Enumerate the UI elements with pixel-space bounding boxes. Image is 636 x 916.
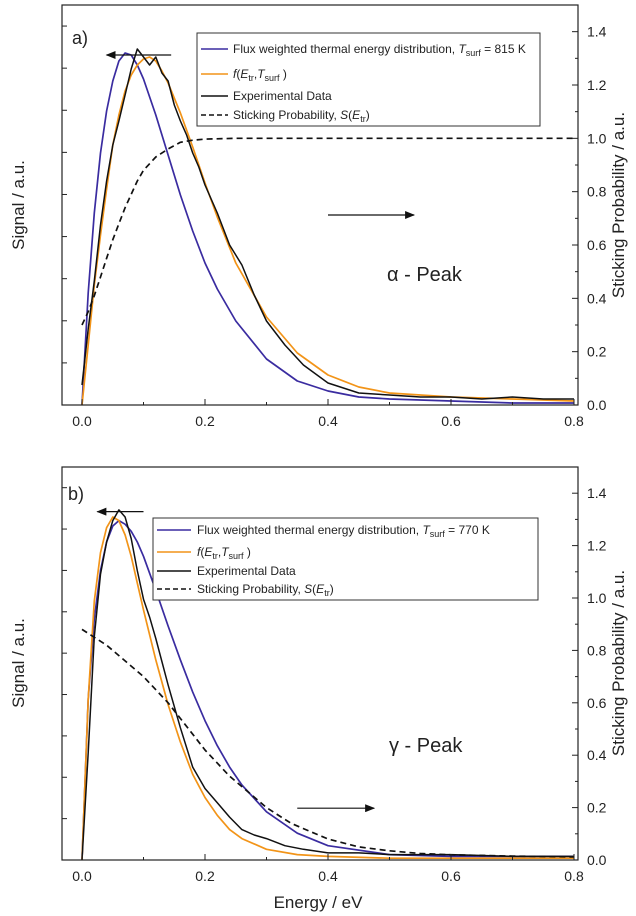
panel-b-ytick-right-label: 0.8: [587, 642, 607, 658]
panel-a-series-sticking: [81, 137, 574, 326]
panel-a-ticks: 0.0 0.2 0.4 0.6 0.80.00.20.40.60.81.01.21.4: [62, 4, 607, 429]
panel-a-xtick-label: 0.6: [441, 413, 461, 429]
panel-a-ylabel-right: Sticking Probability / a.u.: [609, 112, 628, 298]
panel-a-legend-sticking: Sticking Probability, S(Etr): [233, 108, 370, 124]
panel-a-legend: Flux weighted thermal energy distributio…: [196, 32, 541, 127]
panel-b-series-sticking: [81, 628, 575, 858]
panel-a-series-experimental: [81, 48, 574, 400]
panel-a-lines: [81, 48, 575, 406]
panel-b-label: b): [68, 484, 84, 504]
panel-b-ytick-right-label: 0.4: [587, 747, 607, 763]
panel-b-lines: [81, 507, 575, 861]
panel-b-xtick-label: 0.4: [318, 868, 338, 884]
panel-b-legend-fit: f(Etr,Tsurf ): [197, 545, 251, 561]
panel-a-series-flux: [81, 52, 574, 406]
panel-b-ylabel-left: Signal / a.u.: [9, 618, 28, 708]
panel-b-legend-flux: Flux weighted thermal energy distributio…: [197, 523, 490, 539]
panel-a-legend-box: [196, 32, 541, 127]
panel-b-ytick-right-label: 1.4: [587, 485, 607, 501]
panel-b-ytick-right-label: 1.2: [587, 538, 607, 554]
panel-a-ytick-right-label: 0.8: [587, 184, 607, 200]
panel-b-xtick-label: 0.8: [564, 868, 584, 884]
panel-b: 0.0 0.2 0.4 0.6 0.80.00.20.40.60.81.01.21.4 …: [9, 466, 628, 884]
panel-a-xtick-label: 0.8: [564, 413, 584, 429]
panel-a-ytick-right-label: 0.2: [587, 344, 607, 360]
panel-b-ylabel-right: Sticking Probability / a.u.: [609, 570, 628, 756]
panel-a: 0.0 0.2 0.4 0.6 0.80.00.20.40.60.81.01.21.4 …: [9, 4, 628, 429]
panel-b-legend-box: [152, 517, 539, 601]
panel-a-xtick-label: 0.2: [195, 413, 215, 429]
panel-a-frame: [61, 4, 579, 406]
panel-a-legend-experimental: Experimental Data: [233, 89, 332, 103]
panel-b-series-experimental: [81, 509, 574, 861]
panel-a-legend-fit: f(Etr,Tsurf ): [233, 67, 287, 83]
panel-b-xtick-label: 0.6: [441, 868, 461, 884]
panel-a-xtick-label: 0.0: [72, 413, 92, 429]
panel-b-legend-sticking: Sticking Probability, S(Etr): [197, 582, 334, 598]
panel-a-ytick-right-label: 1.2: [587, 77, 607, 93]
panel-a-ylabel-left: Signal / a.u.: [9, 160, 28, 250]
panel-a-ytick-right-label: 1.0: [587, 130, 607, 146]
panel-a-annotation: α - Peak: [387, 264, 463, 286]
panel-a-ytick-right-label: 0.6: [587, 237, 607, 253]
panel-b-xtick-label: 0.2: [195, 868, 215, 884]
panel-b-ytick-right-label: 0.2: [587, 800, 607, 816]
panel-b-ytick-right-label: 0.0: [587, 852, 607, 868]
panel-a-label: a): [72, 28, 88, 48]
panel-a-xtick-label: 0.4: [318, 413, 338, 429]
panel-b-ticks: 0.0 0.2 0.4 0.6 0.80.00.20.40.60.81.01.21.4: [62, 466, 607, 884]
panel-a-legend-flux: Flux weighted thermal energy distributio…: [233, 42, 526, 58]
panel-b-ytick-right-label: 1.0: [587, 590, 607, 606]
panel-b-frame: [61, 466, 579, 861]
panel-b-legend: Flux weighted thermal energy distributio…: [152, 517, 539, 601]
panel-b-xtick-label: 0.0: [72, 868, 92, 884]
panel-b-annotation: γ - Peak: [389, 735, 463, 757]
figure-xlabel: Energy / eV: [274, 893, 363, 912]
panel-a-ytick-right-label: 0.0: [587, 397, 607, 413]
panel-b-ytick-right-label: 0.6: [587, 695, 607, 711]
panel-a-ytick-right-label: 1.4: [587, 24, 607, 40]
panel-a-ytick-right-label: 0.4: [587, 290, 607, 306]
panel-b-series-fit: [81, 516, 574, 861]
panel-b-legend-experimental: Experimental Data: [197, 564, 296, 578]
